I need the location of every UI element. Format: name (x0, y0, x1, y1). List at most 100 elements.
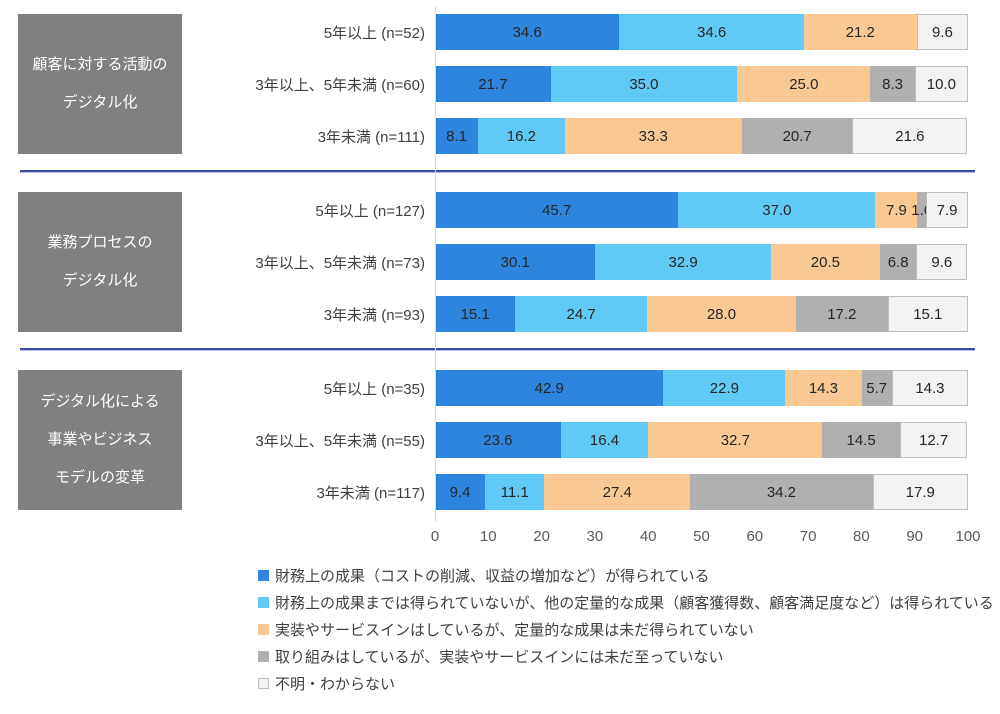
bar-segment-financial-outcome: 23.6 (435, 422, 561, 458)
group-label-box: デジタル化による 事業やビジネス モデルの変革 (18, 370, 182, 510)
bar-segment-unknown: 17.9 (872, 474, 968, 510)
group-label-box: 顧客に対する活動の デジタル化 (18, 14, 182, 154)
bar-segment-financial-outcome: 21.7 (435, 66, 551, 102)
stacked-bar: 15.1 24.7 28.0 17.2 15.1 (435, 296, 968, 332)
group-label-line: デジタル化による (40, 393, 160, 410)
bar-segment-not-implemented: 14.5 (822, 422, 900, 458)
legend-item: 財務上の成果（コストの削減、収益の増加など）が得られている (258, 562, 1000, 589)
x-axis-tick: 40 (639, 528, 657, 545)
bar-segment-not-implemented: 6.8 (880, 244, 917, 280)
bar-segment-not-implemented: 20.7 (742, 118, 853, 154)
x-axis-tick: 10 (479, 528, 497, 545)
bar-row-label: 5年以上 (n=52) (323, 24, 425, 42)
bar-segment-financial-outcome: 15.1 (435, 296, 516, 332)
bar-segment-unknown: 15.1 (887, 296, 968, 332)
x-axis-tick: 20 (533, 528, 550, 545)
bar-segment-not-implemented: 5.7 (861, 370, 892, 406)
group-process-digitalization: 業務プロセスの デジタル化 5年以上 (n=127) 45.7 37.0 7.9… (18, 184, 1000, 340)
stacked-bar: 45.7 37.0 7.9 1.6 7.9 (435, 192, 969, 228)
group-rows: 5年以上 (n=52) 34.6 34.6 21.2 9.6 3年以上、5年未満… (182, 6, 1000, 162)
bar-segment-financial-outcome: 9.4 (435, 474, 486, 510)
bar-segment-quantitative-outcome: 16.4 (560, 422, 649, 458)
group-label-line: モデルの変革 (54, 469, 145, 486)
bar-row: 3年未満 (n=93) 15.1 24.7 28.0 17.2 15.1 (182, 288, 1000, 340)
bar-segment-implemented-no-outcome: 14.3 (785, 370, 862, 406)
x-axis-tick: 60 (746, 528, 764, 545)
group-separator-line (20, 170, 975, 172)
legend-swatch-not-implemented (258, 651, 269, 662)
bar-segment-implemented-no-outcome: 27.4 (544, 474, 691, 510)
legend-swatch-implemented-no-outcome (258, 624, 269, 635)
x-axis-tick: 30 (586, 528, 604, 545)
group-business-model-transformation: デジタル化による 事業やビジネス モデルの変革 5年以上 (n=35) 42.9… (18, 362, 1000, 518)
bar-row-label: 5年以上 (n=127) (315, 202, 425, 220)
legend-swatch-unknown (258, 678, 269, 689)
bar-segment-not-implemented: 17.2 (796, 296, 888, 332)
group-customer-digitalization: 顧客に対する活動の デジタル化 5年以上 (n=52) 34.6 34.6 21… (18, 6, 1000, 162)
bar-segment-quantitative-outcome: 24.7 (515, 296, 647, 332)
stacked-bar: 42.9 22.9 14.3 5.7 14.3 (435, 370, 968, 406)
bar-row: 5年以上 (n=35) 42.9 22.9 14.3 5.7 14.3 (182, 362, 1000, 414)
bar-segment-implemented-no-outcome: 21.2 (803, 14, 917, 50)
bar-segment-unknown: 7.9 (925, 192, 969, 228)
bar-row-label: 3年未満 (n=111) (317, 128, 425, 146)
x-axis: 0 10 20 30 40 50 60 70 80 90 100 (431, 522, 981, 552)
bar-segment-financial-outcome: 42.9 (435, 370, 664, 406)
bar-segment-unknown: 12.7 (899, 422, 968, 458)
bar-row: 3年未満 (n=117) 9.4 11.1 27.4 34.2 17.9 (182, 466, 1000, 518)
bar-row-label: 3年以上、5年未満 (n=55) (255, 432, 425, 450)
legend-label: 取り組みはしているが、実装やサービスインには未だ至っていない (275, 649, 724, 666)
plot-baseline (435, 6, 436, 522)
bar-segment-financial-outcome: 34.6 (435, 14, 620, 50)
bar-segment-quantitative-outcome: 22.9 (663, 370, 786, 406)
legend-label: 実装やサービスインはしているが、定量的な成果は未だ得られていない (275, 622, 754, 639)
bar-row-label: 3年未満 (n=93) (323, 306, 425, 324)
group-rows: 5年以上 (n=35) 42.9 22.9 14.3 5.7 14.3 3年以上… (182, 362, 1000, 518)
bar-segment-quantitative-outcome: 37.0 (678, 192, 876, 228)
bar-segment-quantitative-outcome: 35.0 (550, 66, 738, 102)
bar-segment-unknown: 21.6 (852, 118, 968, 154)
bar-segment-unknown: 9.6 (916, 244, 968, 280)
bar-segment-implemented-no-outcome: 28.0 (646, 296, 796, 332)
bar-segment-implemented-no-outcome: 33.3 (564, 118, 742, 154)
bar-row-label: 3年以上、5年未満 (n=73) (255, 254, 425, 272)
group-rows: 5年以上 (n=127) 45.7 37.0 7.9 1.6 7.9 3年以上、… (182, 184, 1000, 340)
legend-item: 取り組みはしているが、実装やサービスインには未だ至っていない (258, 643, 1000, 670)
x-axis-tick: 80 (853, 528, 870, 545)
group-label-line: デジタル化 (62, 272, 138, 289)
legend-item: 実装やサービスインはしているが、定量的な成果は未だ得られていない (258, 616, 1000, 643)
bar-segment-implemented-no-outcome: 20.5 (770, 244, 881, 280)
bar-row-label: 5年以上 (n=35) (323, 380, 425, 398)
bar-segment-quantitative-outcome: 16.2 (478, 118, 565, 154)
stacked-bar: 21.7 35.0 25.0 8.3 10.0 (435, 66, 968, 102)
bar-segment-not-implemented: 1.6 (911, 192, 932, 228)
group-label-line: デジタル化 (62, 94, 138, 111)
stacked-bar: 23.6 16.4 32.7 14.5 12.7 (435, 422, 968, 458)
bar-row: 5年以上 (n=52) 34.6 34.6 21.2 9.6 (182, 6, 1000, 58)
group-label-box: 業務プロセスの デジタル化 (18, 192, 182, 332)
bar-segment-financial-outcome: 8.1 (435, 118, 479, 154)
stacked-bar: 8.1 16.2 33.3 20.7 21.6 (435, 118, 968, 154)
bar-segment-unknown: 14.3 (891, 370, 968, 406)
stacked-bar: 9.4 11.1 27.4 34.2 17.9 (435, 474, 968, 510)
stacked-bar: 34.6 34.6 21.2 9.6 (435, 14, 968, 50)
group-label-line: 顧客に対する活動の (32, 56, 168, 73)
x-axis-tick: 100 (955, 528, 981, 545)
bar-segment-quantitative-outcome: 11.1 (485, 474, 545, 510)
bar-row: 3年以上、5年未満 (n=73) 30.1 32.9 20.5 6.8 9.6 (182, 236, 1000, 288)
legend-swatch-quantitative-outcome (258, 597, 269, 608)
bar-segment-implemented-no-outcome: 25.0 (737, 66, 871, 102)
group-label-line: 業務プロセスの (47, 234, 153, 251)
stacked-bar: 30.1 32.9 20.5 6.8 9.6 (435, 244, 968, 280)
group-label-line: 事業やビジネス (47, 431, 153, 448)
x-axis-tick: 50 (693, 528, 710, 545)
bar-row-label: 3年未満 (n=117) (316, 484, 425, 502)
x-axis-tick: 90 (906, 528, 924, 545)
legend-label: 不明・わからない (275, 676, 396, 693)
x-axis-tick: 0 (430, 528, 440, 545)
bar-row: 5年以上 (n=127) 45.7 37.0 7.9 1.6 7.9 (182, 184, 1000, 236)
bar-segment-quantitative-outcome: 34.6 (619, 14, 804, 50)
bar-segment-financial-outcome: 30.1 (435, 244, 596, 280)
bar-row: 3年以上、5年未満 (n=60) 21.7 35.0 25.0 8.3 10.0 (182, 58, 1000, 110)
